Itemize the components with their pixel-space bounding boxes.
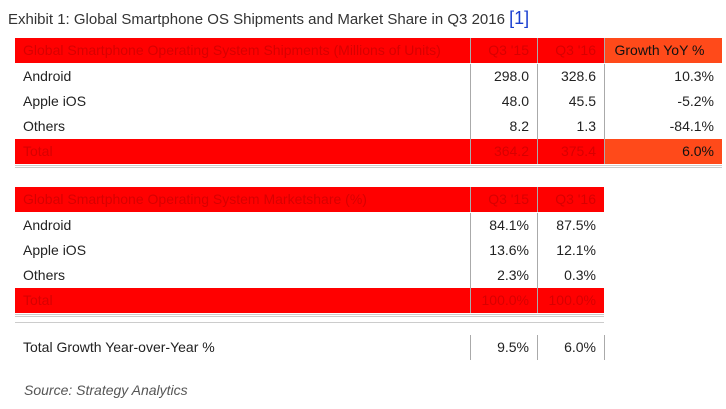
total-value: 375.4 [537, 139, 604, 164]
column-header: Q3 '15 [470, 187, 537, 212]
total-label: Total [15, 139, 470, 164]
row-label: Android [23, 217, 72, 233]
growth-value: 6.0% [537, 335, 604, 360]
cell-value: 45.5 [537, 89, 604, 114]
total-value: 6.0% [604, 139, 722, 164]
rule [15, 314, 604, 315]
column-header: Q3 '16 [537, 38, 604, 63]
cell-value: 0.3% [537, 263, 604, 288]
row-label: Others [23, 118, 66, 134]
growth-label: Total Growth Year-over-Year % [23, 339, 215, 355]
cell-value: 328.6 [537, 64, 604, 89]
column-header: Q3 '16 [537, 187, 604, 212]
column-header: Q3 '15 [470, 38, 537, 63]
title-text: Exhibit 1: Global Smartphone OS Shipment… [8, 11, 505, 28]
column-header: Global Smartphone Operating System Shipm… [15, 38, 470, 63]
cell-value: 48.0 [470, 89, 537, 114]
cell-value: 8.2 [470, 114, 537, 139]
rule [15, 167, 722, 168]
cell-value: 2.3% [470, 263, 537, 288]
cell-value: -5.2% [604, 89, 722, 114]
row-label: Apple iOS [23, 93, 87, 109]
reference[interactable]: [1] [509, 8, 530, 28]
source: Source: Strategy Analytics [24, 382, 188, 398]
cell-value: 87.5% [537, 213, 604, 238]
separator [604, 335, 606, 360]
rule [15, 165, 722, 166]
rule [15, 322, 604, 323]
title: Exhibit 1: Global Smartphone OS Shipment… [8, 4, 529, 34]
column-header: Growth YoY % [604, 38, 722, 63]
growth-value: 9.5% [470, 335, 537, 360]
column-header: Global Smartphone Operating System Marke… [15, 187, 470, 212]
total-value: 364.2 [470, 139, 537, 164]
rule [15, 316, 604, 317]
cell-value: -84.1% [604, 114, 722, 139]
cell-value: 10.3% [604, 64, 722, 89]
row-label: Others [23, 267, 66, 283]
row-label: Android [23, 68, 72, 84]
row-label: Apple iOS [23, 242, 87, 258]
cell-value: 1.3 [537, 114, 604, 139]
cell-value: 13.6% [470, 238, 537, 263]
total-value: 100.0% [470, 288, 537, 313]
cell-value: 84.1% [470, 213, 537, 238]
total-label: Total [15, 288, 470, 313]
cell-value: 12.1% [537, 238, 604, 263]
total-value: 100.0% [537, 288, 604, 313]
cell-value: 298.0 [470, 64, 537, 89]
